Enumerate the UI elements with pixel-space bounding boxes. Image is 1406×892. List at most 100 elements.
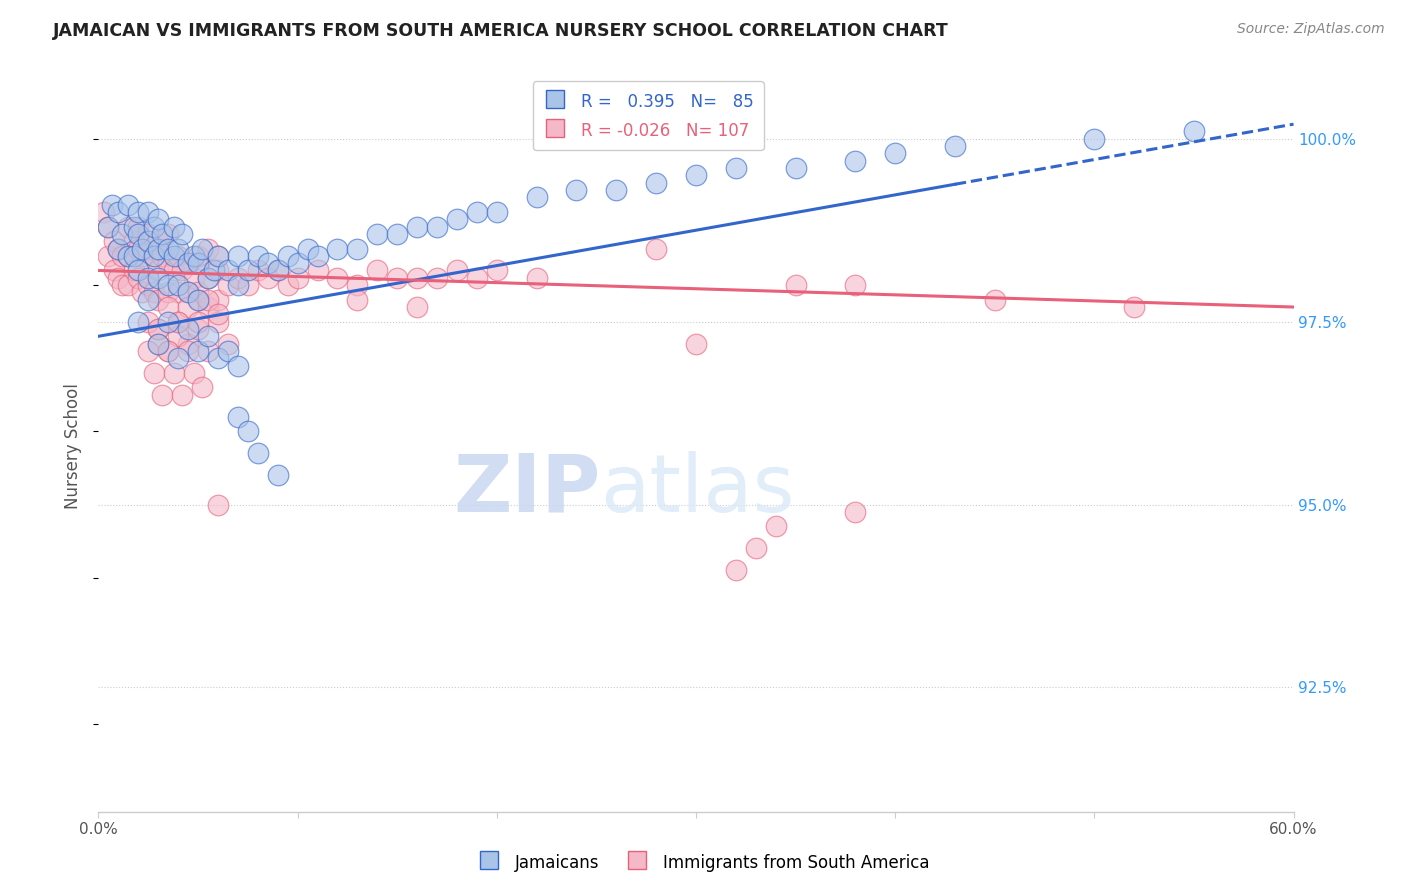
Point [157, 256, 180, 270]
Point [136, 205, 159, 219]
Point [191, 380, 214, 394]
Point [197, 343, 219, 358]
Point [984, 293, 1007, 307]
Point [207, 293, 229, 307]
Point [148, 336, 170, 351]
Point [645, 242, 668, 256]
Point [143, 285, 166, 300]
Point [103, 234, 125, 248]
Point [267, 263, 290, 277]
Point [148, 322, 170, 336]
Point [1182, 124, 1205, 138]
Point [256, 256, 278, 270]
Point [117, 249, 139, 263]
Point [465, 205, 488, 219]
Point [485, 205, 508, 219]
Point [765, 519, 787, 533]
Point [406, 270, 429, 285]
Point [217, 278, 239, 293]
Point [217, 343, 239, 358]
Text: atlas: atlas [600, 450, 794, 529]
Point [177, 256, 200, 270]
Legend: Jamaicans, Immigrants from South America: Jamaicans, Immigrants from South America [470, 846, 936, 880]
Point [226, 359, 249, 373]
Point [167, 315, 190, 329]
Point [207, 315, 229, 329]
Point [346, 293, 368, 307]
Point [187, 315, 209, 329]
Point [124, 263, 146, 277]
Point [148, 336, 170, 351]
Point [785, 161, 807, 175]
Point [103, 263, 125, 277]
Point [97, 219, 120, 234]
Point [844, 505, 866, 519]
Point [406, 219, 429, 234]
Text: JAMAICAN VS IMMIGRANTS FROM SOUTH AMERICA NURSERY SCHOOL CORRELATION CHART: JAMAICAN VS IMMIGRANTS FROM SOUTH AMERIC… [53, 22, 949, 40]
Point [107, 242, 129, 256]
Point [1083, 132, 1105, 146]
Text: ZIP: ZIP [453, 450, 600, 529]
Point [217, 263, 239, 277]
Point [124, 249, 146, 263]
Point [167, 351, 190, 366]
Point [385, 227, 409, 241]
Point [101, 197, 124, 211]
Point [197, 293, 219, 307]
Point [157, 278, 180, 293]
Point [136, 315, 159, 329]
Point [197, 270, 219, 285]
Point [167, 242, 190, 256]
Point [187, 256, 209, 270]
Point [136, 278, 159, 293]
Point [297, 242, 319, 256]
Point [177, 285, 200, 300]
Point [167, 285, 190, 300]
Point [277, 278, 299, 293]
Point [127, 242, 149, 256]
Point [565, 183, 588, 197]
Point [943, 139, 966, 153]
Point [187, 322, 209, 336]
Point [183, 270, 205, 285]
Point [844, 153, 866, 168]
Point [124, 234, 146, 248]
Point [150, 227, 173, 241]
Point [136, 234, 159, 248]
Point [426, 270, 449, 285]
Point [177, 322, 200, 336]
Point [256, 270, 278, 285]
Point [346, 242, 368, 256]
Point [143, 366, 166, 380]
Point [157, 285, 180, 300]
Point [187, 293, 209, 307]
Point [157, 343, 180, 358]
Point [685, 336, 707, 351]
Point [267, 468, 290, 483]
Point [197, 242, 219, 256]
Point [267, 263, 290, 277]
Point [163, 366, 186, 380]
Point [117, 219, 139, 234]
Point [197, 300, 219, 314]
Point [246, 446, 269, 460]
Point [157, 300, 180, 314]
Point [117, 278, 139, 293]
Point [183, 249, 205, 263]
Point [197, 329, 219, 343]
Point [177, 343, 200, 358]
Point [127, 219, 149, 234]
Point [150, 249, 173, 263]
Point [187, 256, 209, 270]
Point [346, 278, 368, 293]
Point [148, 242, 170, 256]
Point [187, 293, 209, 307]
Point [236, 278, 259, 293]
Point [605, 183, 627, 197]
Point [685, 169, 707, 183]
Point [207, 351, 229, 366]
Point [167, 278, 190, 293]
Point [226, 409, 249, 424]
Point [485, 263, 508, 277]
Point [127, 315, 149, 329]
